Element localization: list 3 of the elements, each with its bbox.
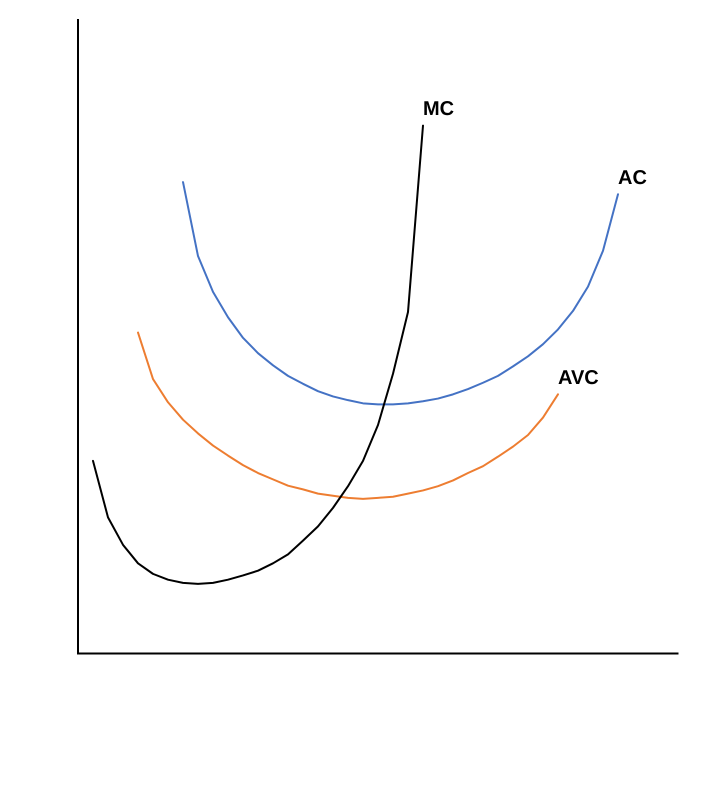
series-label: AVC	[558, 366, 599, 389]
series-label: MC	[423, 98, 454, 120]
series-label: AC	[618, 166, 647, 189]
